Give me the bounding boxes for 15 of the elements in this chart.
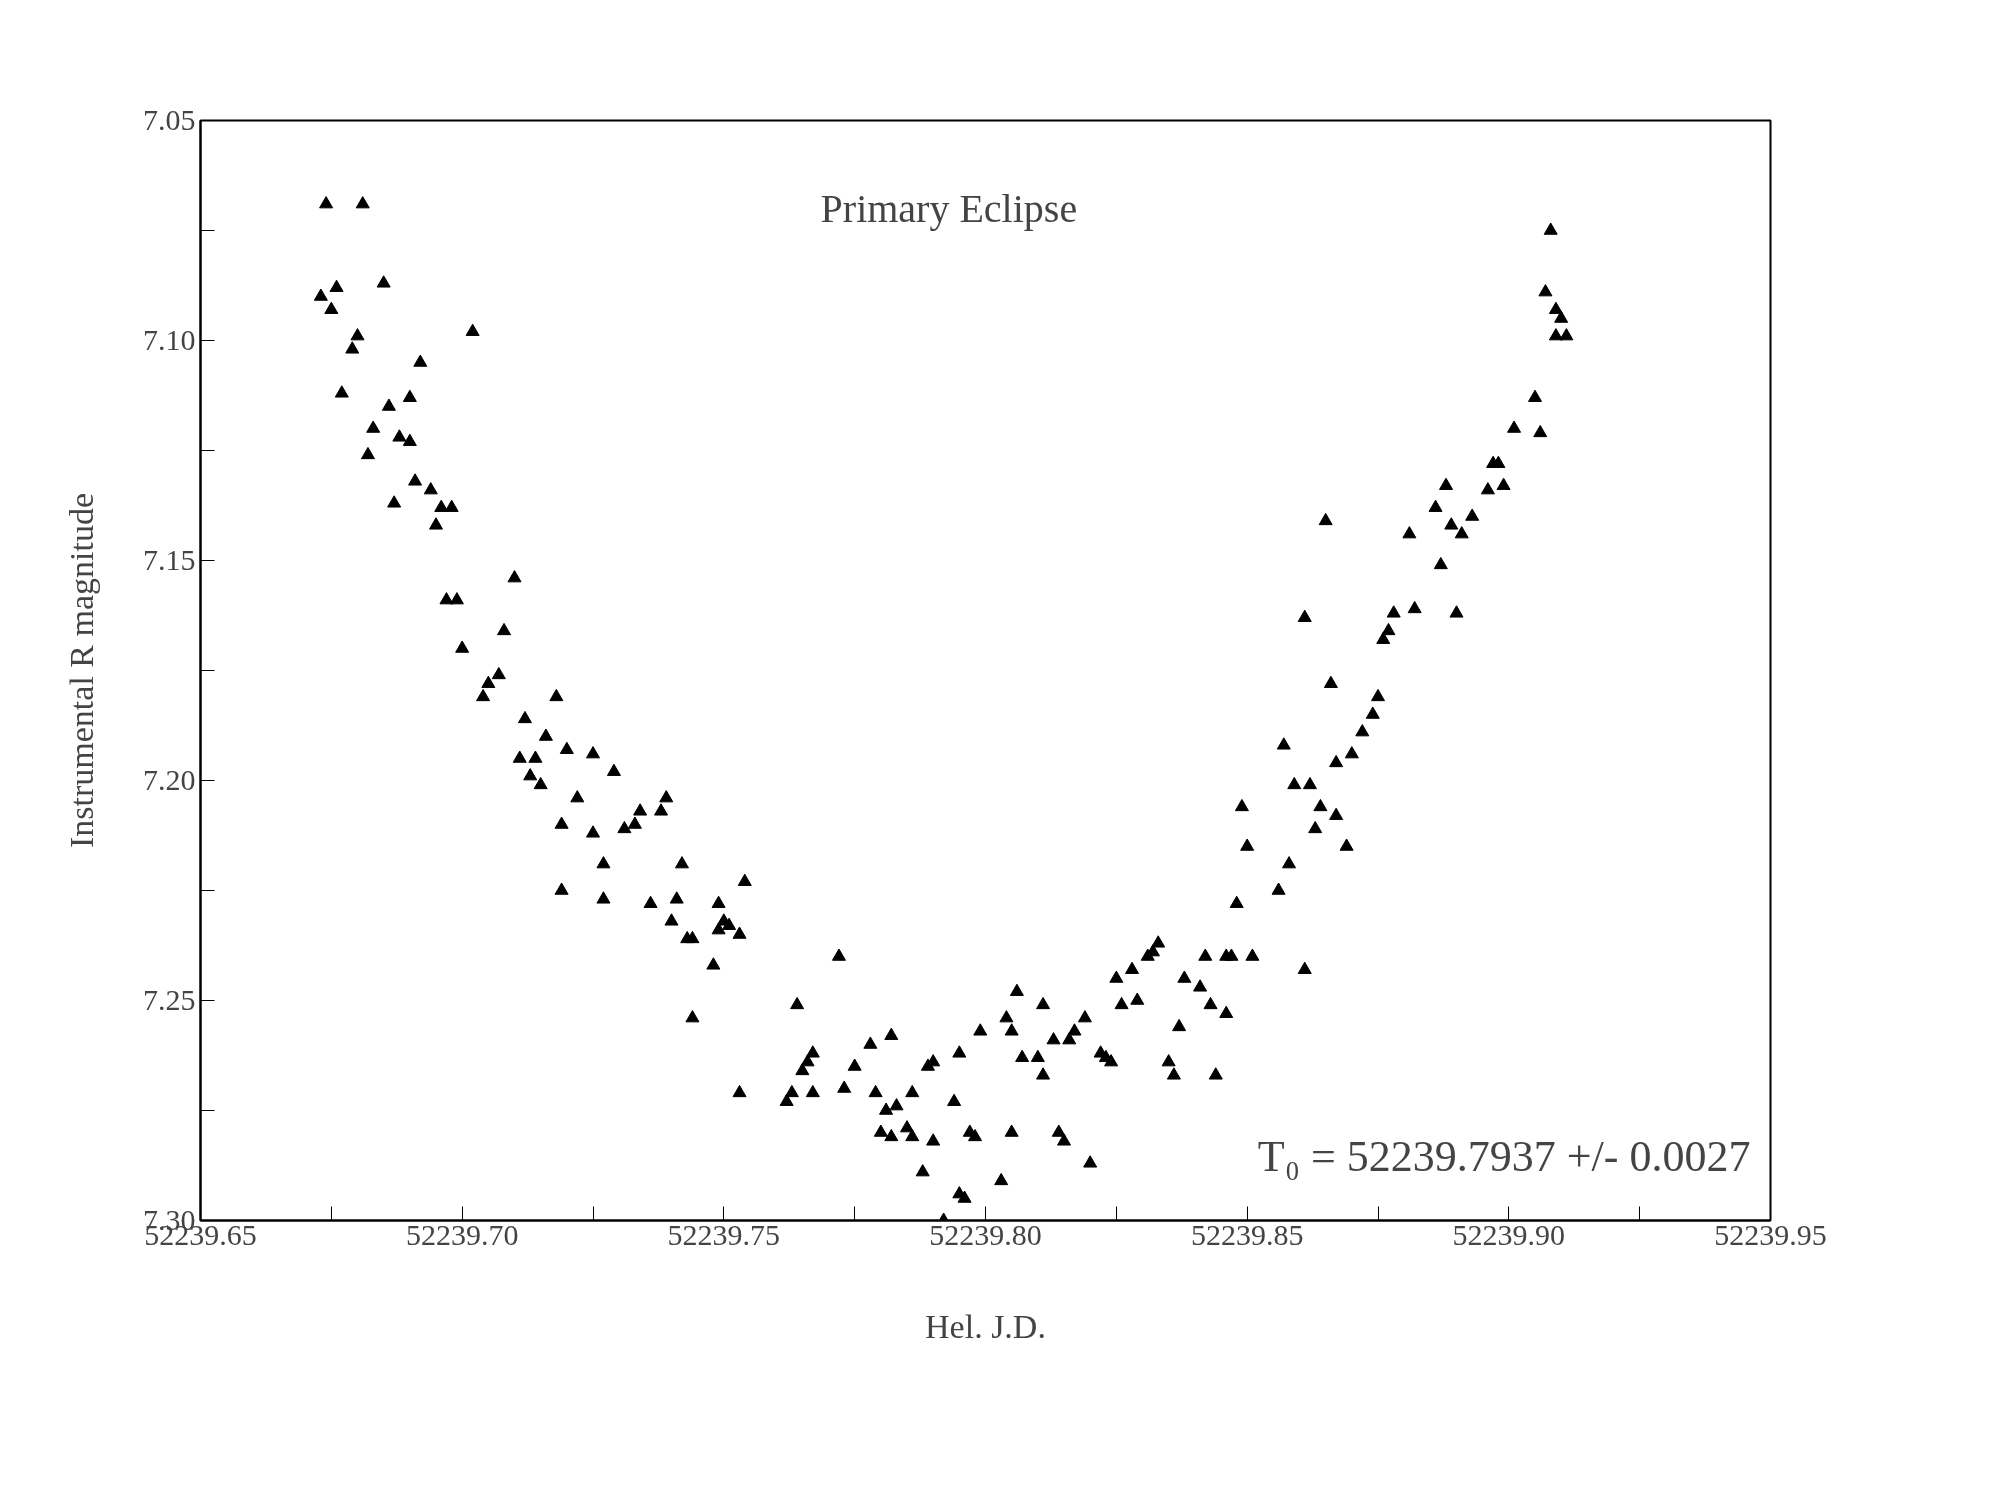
x-axis-title: Hel. J.D. — [925, 1307, 1046, 1345]
x-tick-label: 52239.75 — [667, 1217, 781, 1251]
y-tick-label: 7.15 — [143, 543, 196, 576]
y-tick-label: 7.05 — [143, 103, 196, 136]
x-tick-label: 52239.70 — [405, 1217, 519, 1251]
annotation: T₀ = 52239.7937 +/- 0.0027 — [1257, 1131, 1751, 1181]
y-axis-title: Instrumental R magnitude — [63, 492, 100, 849]
text: Primary Eclipse — [820, 185, 1078, 231]
x-tick-label: 52239.85 — [1190, 1217, 1304, 1251]
x-tick-label: 52239.95 — [1714, 1217, 1827, 1251]
x-tick-label: 52239.80 — [929, 1217, 1042, 1251]
y-tick-label: 7.25 — [143, 983, 196, 1016]
y-tick-label: 7.20 — [143, 763, 196, 796]
x-tick-label: 52239.90 — [1452, 1217, 1566, 1251]
y-tick-label: 7.10 — [143, 323, 196, 356]
